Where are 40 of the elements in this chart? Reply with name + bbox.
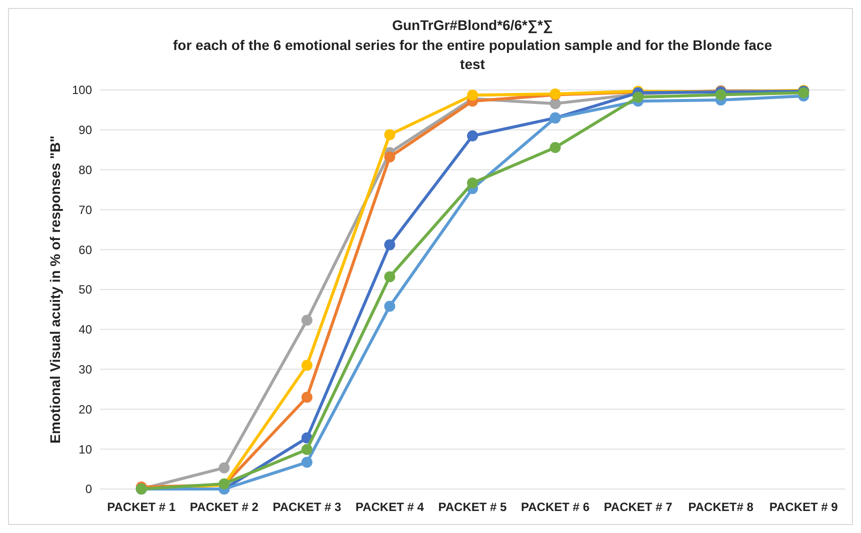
point [467,130,478,142]
y-tick-label: 20 [78,402,92,416]
point [384,129,396,140]
x-tick-label: PACKET # 4 [355,500,424,514]
x-tick-label: PACKET # 2 [190,500,259,514]
x-tick-label: PACKET # 6 [521,500,590,514]
point [467,90,478,101]
y-tick-label: 90 [78,123,92,138]
y-tick-label: 10 [78,442,92,456]
x-tick-label: PACKET# 8 [688,500,754,514]
point [301,392,312,403]
y-tick-label: 0 [85,482,92,496]
point [632,92,644,103]
x-tick-label: PACKET # 1 [107,500,176,514]
point [301,456,312,468]
point [550,142,561,153]
chart-subtitle: for each of the 6 emotional series for the entire population sample and for the Blonde face test [173,37,772,72]
point [384,271,396,282]
y-tick-label: 50 [78,282,92,297]
y-tick-label: 100 [72,83,92,98]
point [301,360,312,371]
point [218,462,230,474]
y-tick-label: 40 [78,322,92,337]
x-tick-label: PACKET # 3 [272,500,342,514]
point [384,239,396,250]
x-tick-label: PACKET # 7 [604,500,673,514]
chart-title: GunTrGr#Blond*6/6*∑*∑ [392,17,553,34]
point [467,177,478,188]
x-tick-label: PACKET # 5 [438,500,508,514]
x-tick-label: PACKET # 9 [769,500,838,514]
point [301,444,312,455]
y-tick-label: 80 [78,163,92,177]
y-tick-label: 70 [78,202,92,217]
point [301,314,312,326]
y-tick-label: 30 [78,362,92,376]
y-tick-label: 60 [78,242,92,257]
point [384,300,396,312]
point [715,89,726,100]
y-axis-title: Emotional Visual acuity in % of responses "B" [47,136,63,444]
point [384,152,396,163]
